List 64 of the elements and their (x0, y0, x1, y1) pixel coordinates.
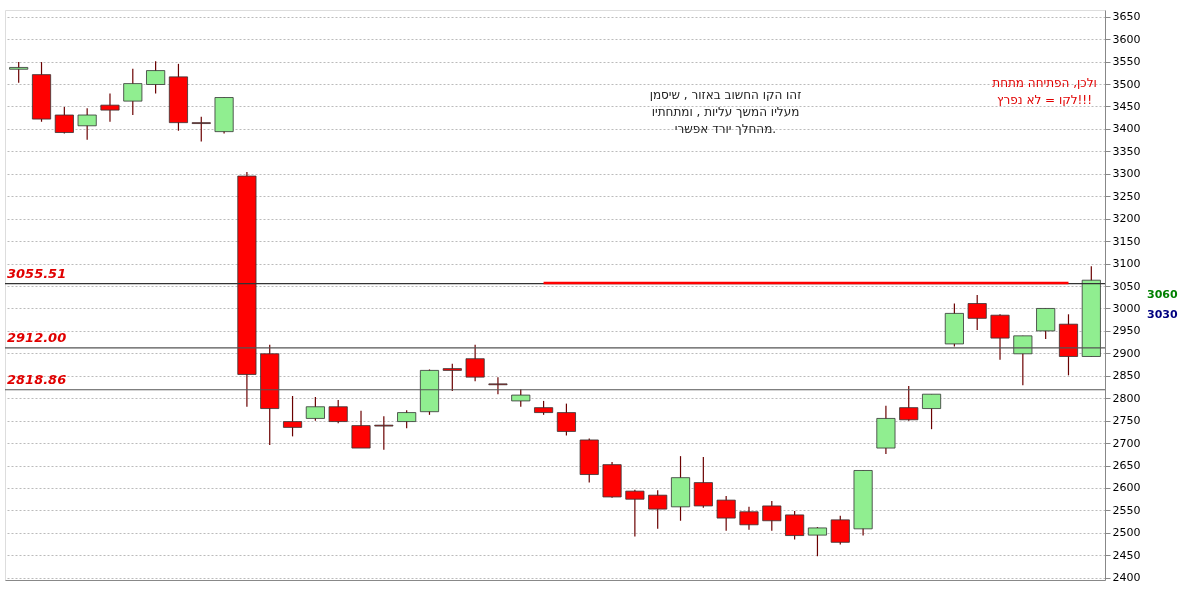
y-tick-label: 2500 (1112, 526, 1141, 540)
candlestick (351, 410, 371, 449)
candlestick (283, 395, 303, 437)
candlestick (442, 363, 462, 392)
candlestick (556, 403, 576, 437)
candlestick (762, 500, 782, 532)
y-tick-label: 2900 (1112, 346, 1141, 360)
candlestick (100, 92, 120, 123)
candlestick (1013, 335, 1033, 386)
y-tick-label: 2550 (1112, 503, 1141, 517)
y-tick-label: 2800 (1112, 391, 1141, 405)
y-tick-label: 2750 (1112, 414, 1141, 428)
candlestick (54, 106, 74, 135)
candlestick (191, 116, 211, 143)
candlestick (899, 385, 919, 422)
candlestick (922, 393, 942, 430)
y-tick-label: 2650 (1112, 459, 1141, 473)
y-tick-label: 3650 (1112, 10, 1141, 24)
candlestick (693, 456, 713, 509)
candlestick (648, 489, 668, 530)
candlestick (716, 495, 736, 532)
y-tick-label: 3450 (1112, 100, 1141, 113)
candlestick (374, 415, 394, 451)
candlestick (488, 376, 508, 395)
candlestick (830, 515, 850, 546)
y-tick-label: 3500 (1112, 77, 1141, 91)
y-tick-label: 3600 (1112, 32, 1141, 46)
candlestick (807, 526, 827, 557)
y-tick-label: 3000 (1112, 301, 1141, 315)
y-tick-label: 2600 (1112, 481, 1141, 495)
annotation: ולכן, הפתיחה מתחת לקו = לא נפרץ!!! (992, 76, 1097, 107)
candlestick (77, 107, 97, 141)
y-tick-label: 3250 (1112, 189, 1141, 203)
y-tick-label: 3350 (1112, 144, 1141, 158)
candlestick (328, 399, 348, 424)
y-tick-label: 2450 (1112, 548, 1141, 562)
candlestick (990, 313, 1010, 361)
y-tick-label: 3300 (1112, 167, 1141, 181)
y-tick-label: 2850 (1112, 369, 1141, 383)
candlestick (625, 489, 645, 538)
y-tick-label: 3400 (1112, 122, 1141, 136)
y-tick-label: 3150 (1112, 234, 1141, 248)
y-tick-label: 2950 (1112, 324, 1141, 338)
ref-line-label: 2912.00 (7, 329, 67, 345)
candlestick (1036, 307, 1056, 340)
y-tick-label: 2700 (1112, 436, 1141, 450)
ref-line-label: 2818.86 (7, 371, 67, 387)
y-tick-label: 3200 (1112, 212, 1141, 226)
candlestick (9, 61, 29, 84)
y-tick-label: 2400 (1112, 571, 1141, 585)
y-tick-label: 3550 (1112, 55, 1141, 69)
candlestick (305, 396, 325, 422)
ref-line-label: 3055.51 (7, 265, 67, 281)
annotation: זהו הקו החשוב באזור , שיסמן מעליו המשך עליות , ומתחתיו מהחלך יורד אפשרי. (649, 88, 802, 136)
candlestick (739, 506, 759, 531)
y-tick-label: 3100 (1112, 257, 1141, 271)
candlestick (146, 60, 166, 95)
y-tick-label: 3050 (1112, 279, 1141, 293)
candlestick (465, 344, 485, 382)
text: 3060 (1147, 288, 1178, 301)
text: 3030 (1147, 307, 1178, 321)
candlestick (967, 294, 987, 331)
candlestick (123, 68, 143, 116)
candlestick (785, 510, 805, 541)
